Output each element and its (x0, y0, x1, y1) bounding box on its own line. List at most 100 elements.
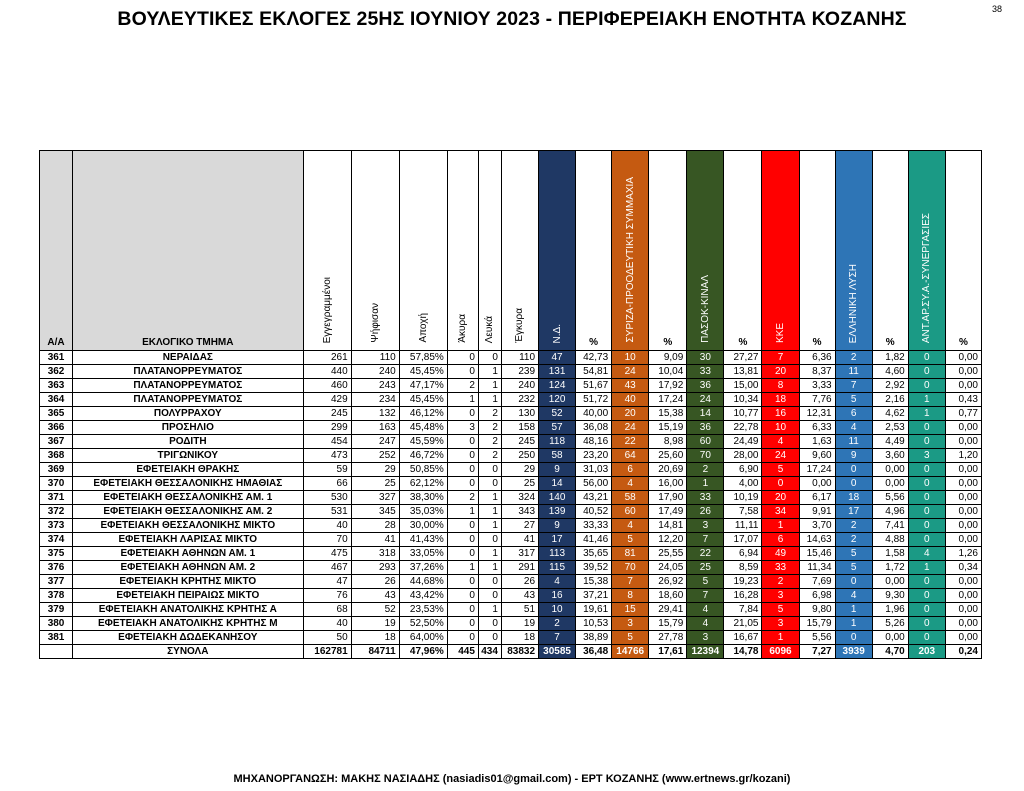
cell-nd-pct: 10,53 (575, 616, 613, 631)
header-elliniki-lysi-pct: % (871, 150, 909, 351)
cell-tmima: ΕΦΕΤΕΙΑΚΗ ΘΕΣΣΑΛΟΝΙΚΗΣ ΑΜ. 2 (72, 504, 304, 519)
cell-kke-pct: 0,00 (798, 476, 836, 491)
cell-apoxi: 37,26% (398, 560, 448, 575)
cell-apoxi: 52,50% (398, 616, 448, 631)
cell-elliniki-lysi: 2 (834, 518, 873, 533)
cell-nd-pct: 56,00 (575, 476, 613, 491)
cell-syriza-pct: 26,92 (648, 574, 688, 589)
cell-syriza: 5 (611, 532, 650, 547)
cell-pasok: 14 (686, 406, 725, 421)
cell-eggegrammenoi: 299 (302, 420, 352, 435)
cell-lefka: 0 (477, 476, 502, 491)
cell-apoxi: 30,00% (398, 518, 448, 533)
cell-antarsya: 0 (907, 490, 946, 505)
cell-elliniki-lysi-pct: 0,00 (871, 574, 909, 589)
cell-elliniki-lysi-pct: 4,96 (871, 504, 909, 519)
cell-pasok: 36 (686, 420, 725, 435)
cell-egkyra: 317 (500, 546, 540, 561)
cell-apoxi: 45,45% (398, 364, 448, 379)
header-eggegrammenoi: Εγγεγραμμένοι (302, 150, 352, 351)
cell-psifisan: 247 (350, 434, 400, 449)
cell-kke: 8 (761, 378, 800, 393)
cell-antarsya-pct: 0,00 (944, 574, 983, 589)
cell-elliniki-lysi: 5 (834, 560, 873, 575)
cell-psifisan: 19 (350, 616, 400, 631)
cell-nd-pct: 15,38 (575, 574, 613, 589)
cell-kke: 34 (761, 504, 800, 519)
cell-eggegrammenoi: 460 (302, 378, 352, 393)
cell-psifisan: 234 (350, 392, 400, 407)
cell-antarsya: 0 (907, 350, 946, 365)
cell-elliniki-lysi-pct: 5,26 (871, 616, 909, 631)
table-row: 370 ΕΦΕΤΕΙΑΚΗ ΘΕΣΣΑΛΟΝΙΚΗΣ ΗΜΑΘΙΑΣ 66 25 62,… (38, 476, 983, 491)
cell-syriza-pct: 12,20 (648, 532, 688, 547)
cell-antarsya-pct: 0,00 (944, 588, 983, 603)
cell-apoxi: 33,05% (398, 546, 448, 561)
header-psifisan: Ψήφισαν (350, 150, 400, 351)
cell-pasok: 36 (686, 378, 725, 393)
cell-kke-pct: 6,17 (798, 490, 836, 505)
cell-kke-pct: 3,70 (798, 518, 836, 533)
cell-pasok: 2 (686, 462, 725, 477)
cell-pasok: 33 (686, 490, 725, 505)
cell-tmima: ΠΛΑΤΑΝΟΡΡΕΥΜΑΤΟΣ (72, 364, 304, 379)
cell-elliniki-lysi: 6 (834, 406, 873, 421)
cell-pasok-pct: 16,28 (723, 588, 763, 603)
cell-nd: 2 (538, 616, 577, 631)
cell-antarsya-pct: 0,00 (944, 504, 983, 519)
cell-elliniki-lysi: 2 (834, 350, 873, 365)
cell-antarsya: 0 (907, 434, 946, 449)
cell-kke: 7 (761, 350, 800, 365)
cell-psifisan: 327 (350, 490, 400, 505)
table-row: 379 ΕΦΕΤΕΙΑΚΗ ΑΝΑΤΟΛΙΚΗΣ ΚΡΗΤΗΣ Α 68 52 23,5… (38, 602, 983, 617)
cell-aa: 364 (38, 392, 74, 407)
table-row: 367 ΡΟΔΙΤΗ 454 247 45,59% 0 2 245 118 48,16 22 8,98… (38, 434, 983, 449)
cell-kke-pct: 9,60 (798, 448, 836, 463)
cell-antarsya-pct: 0,00 (944, 476, 983, 491)
cell-kke-pct: 8,37 (798, 364, 836, 379)
cell-apoxi: 64,00% (398, 630, 448, 645)
header-apoxi: Αποχή (398, 150, 448, 351)
cell-apoxi: 47,17% (398, 378, 448, 393)
cell-syriza: 14766 (611, 644, 650, 659)
cell-nd: 47 (538, 350, 577, 365)
cell-kke: 16 (761, 406, 800, 421)
cell-syriza-pct: 20,69 (648, 462, 688, 477)
cell-syriza: 7 (611, 574, 650, 589)
cell-kke: 49 (761, 546, 800, 561)
cell-kke-pct: 3,33 (798, 378, 836, 393)
cell-akyra: 1 (446, 560, 479, 575)
cell-antarsya: 0 (907, 630, 946, 645)
cell-aa: 381 (38, 630, 74, 645)
cell-antarsya: 0 (907, 378, 946, 393)
table-row: 363 ΠΛΑΤΑΝΟΡΡΕΥΜΑΤΟΣ 460 243 47,17% 2 1 240 124 5… (38, 378, 983, 393)
cell-egkyra: 25 (500, 476, 540, 491)
cell-antarsya: 203 (907, 644, 946, 659)
cell-elliniki-lysi-pct: 4,70 (871, 644, 909, 659)
cell-akyra: 0 (446, 462, 479, 477)
table-row: 361 ΝΕΡΑΙΔΑΣ 261 110 57,85% 0 0 110 47 42,73 10 9,0… (38, 350, 983, 365)
cell-kke: 10 (761, 420, 800, 435)
cell-tmima: ΕΦΕΤΕΙΑΚΗ ΔΩΔΕΚΑΝΗΣΟΥ (72, 630, 304, 645)
totals-row: ΣΥΝΟΛΑ 162781 84711 47,96% 445 434 83832 30585 3… (38, 644, 983, 659)
cell-elliniki-lysi: 0 (834, 462, 873, 477)
cell-antarsya: 0 (907, 588, 946, 603)
cell-nd-pct: 40,52 (575, 504, 613, 519)
cell-lefka: 1 (477, 504, 502, 519)
cell-kke-pct: 9,80 (798, 602, 836, 617)
cell-elliniki-lysi: 3939 (834, 644, 873, 659)
cell-antarsya-pct: 0,00 (944, 434, 983, 449)
cell-lefka: 2 (477, 420, 502, 435)
cell-egkyra: 343 (500, 504, 540, 519)
cell-pasok: 26 (686, 504, 725, 519)
cell-apoxi: 23,53% (398, 602, 448, 617)
cell-syriza-pct: 17,61 (648, 644, 688, 659)
cell-psifisan: 84711 (350, 644, 400, 659)
cell-nd-pct: 43,21 (575, 490, 613, 505)
cell-antarsya-pct: 0,00 (944, 350, 983, 365)
cell-eggegrammenoi: 40 (302, 518, 352, 533)
cell-lefka: 0 (477, 616, 502, 631)
header-kke-pct: % (798, 150, 836, 351)
cell-lefka: 1 (477, 560, 502, 575)
cell-antarsya: 1 (907, 392, 946, 407)
